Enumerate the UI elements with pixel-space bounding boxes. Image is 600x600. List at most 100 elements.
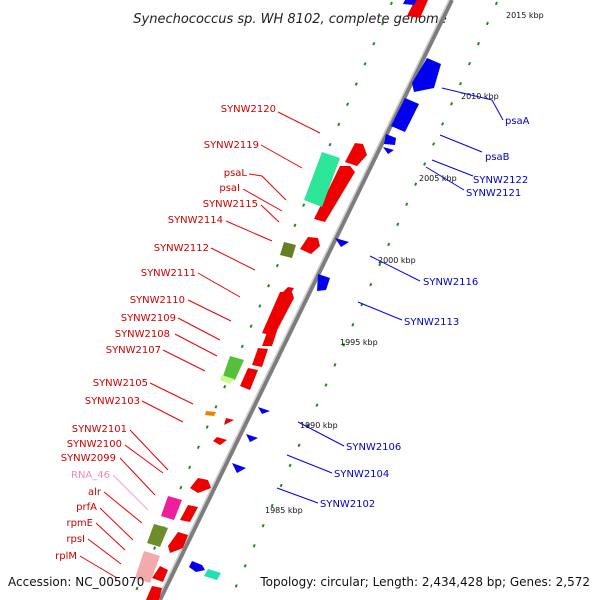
gene-reverse <box>391 98 419 132</box>
gene-label: SYNW2121 <box>466 188 521 199</box>
leader-line <box>357 301 403 321</box>
gene-forward <box>300 237 320 254</box>
gene-forward <box>283 287 294 293</box>
gene-forward <box>240 368 258 390</box>
forward-genes <box>146 0 428 600</box>
leader-line <box>197 272 241 298</box>
leader-line <box>187 299 232 322</box>
genome-summary-text: Topology: circular; Length: 2,434,428 bp… <box>259 575 590 589</box>
leader-line <box>124 444 164 474</box>
tick-label: 2010 kbp <box>461 92 499 101</box>
gene-forward <box>407 0 428 18</box>
gene-label: psaL <box>224 168 248 179</box>
gene-label: SYNW2116 <box>423 277 478 288</box>
gene-label: psaA <box>505 116 530 127</box>
gene-label: SYNW2100 <box>67 439 122 450</box>
tick-label: 1990 kbp <box>300 421 338 430</box>
leader-line <box>297 421 345 447</box>
leader-line <box>79 555 118 579</box>
gene-label: rpsI <box>66 534 85 545</box>
gene-reverse <box>335 238 349 247</box>
gene-reverse <box>403 0 417 5</box>
gene-forward <box>262 292 294 336</box>
gene-label: SYNW2108 <box>115 329 170 340</box>
gene-label: SYNW2107 <box>106 345 161 356</box>
leader-line <box>286 454 333 474</box>
leader-line <box>439 134 483 153</box>
gene-forward <box>213 437 227 445</box>
gene-forward <box>190 478 211 493</box>
gene-label: SYNW2099 <box>61 453 116 464</box>
map-title: Synechococcus sp. WH 8102, complete geno… <box>133 12 446 27</box>
leader-line <box>177 317 221 341</box>
gene-label: SYNW2105 <box>93 378 148 389</box>
leader-line <box>248 173 287 201</box>
gene-label: SYNW2110 <box>130 295 185 306</box>
leader-line <box>112 474 149 511</box>
gene-label: rpmE <box>66 518 93 529</box>
gene-label: SYNW2101 <box>72 424 127 435</box>
leader-line <box>210 247 256 271</box>
tick-label: 2005 kbp <box>419 174 457 183</box>
leader-line <box>174 333 218 357</box>
leader-line <box>260 144 303 169</box>
gene-reverse <box>246 434 258 442</box>
leader-line <box>162 349 206 372</box>
gene-forward <box>262 330 277 346</box>
leader-lines-right <box>276 87 504 504</box>
gene-label: SYNW2104 <box>334 469 389 480</box>
gene-label: rplM <box>55 551 77 562</box>
leader-line <box>141 400 184 423</box>
gene-label: alr <box>88 487 102 498</box>
leader-line <box>441 87 504 121</box>
gene-label: SYNW2114 <box>168 215 223 226</box>
reverse-genes <box>189 0 441 572</box>
leader-line <box>431 159 474 177</box>
gene-block-olive-2 <box>147 524 168 547</box>
gene-label: SYNW2102 <box>320 499 375 510</box>
gene-label: SYNW2103 <box>85 396 140 407</box>
leader-line <box>225 220 273 242</box>
gene-label: SYNW2113 <box>404 317 459 328</box>
gene-block-aqua <box>204 569 221 580</box>
gene-forward <box>314 166 355 222</box>
gene-label-rna: RNA_46 <box>71 470 110 481</box>
gene-block-olive <box>280 242 296 258</box>
gene-forward <box>345 143 367 166</box>
gene-label: psaB <box>485 152 510 163</box>
gene-block-pink <box>135 551 160 583</box>
tick-label: 1995 kbp <box>340 338 378 347</box>
gene-block-green <box>223 356 244 380</box>
gene-label: SYNW2120 <box>221 104 276 115</box>
gene-reverse <box>384 134 396 145</box>
genome-backbone <box>158 0 454 600</box>
gene-forward <box>252 348 268 367</box>
gene-block-teal <box>304 152 340 207</box>
gene-label: prfA <box>76 502 97 513</box>
gene-forward <box>146 586 162 600</box>
gene-label: SYNW2115 <box>203 199 258 210</box>
gene-label: SYNW2112 <box>154 243 209 254</box>
leader-line <box>87 538 122 565</box>
gene-reverse <box>258 407 270 414</box>
gene-label: SYNW2122 <box>473 175 528 186</box>
gene-forward <box>152 566 168 582</box>
leader-line <box>99 507 134 541</box>
leader-line <box>95 522 126 551</box>
labels-right: psaA psaB SYNW2122 SYNW2121 SYNW2116 SYN… <box>320 116 530 510</box>
gene-forward <box>180 505 198 522</box>
leader-line <box>369 255 421 282</box>
gene-reverse <box>412 58 441 92</box>
leader-line <box>149 382 194 405</box>
leader-line <box>260 204 280 223</box>
leader-line <box>276 487 319 504</box>
leader-lines-left <box>79 111 321 579</box>
genome-backbone-highlight <box>156 0 450 600</box>
leader-line <box>425 166 465 191</box>
tick-label: 2015 kbp <box>506 11 544 20</box>
gene-reverse <box>317 274 330 291</box>
gene-block-orange <box>205 411 216 416</box>
tick-label: 2000 kbp <box>378 256 416 265</box>
leader-line <box>277 111 321 134</box>
